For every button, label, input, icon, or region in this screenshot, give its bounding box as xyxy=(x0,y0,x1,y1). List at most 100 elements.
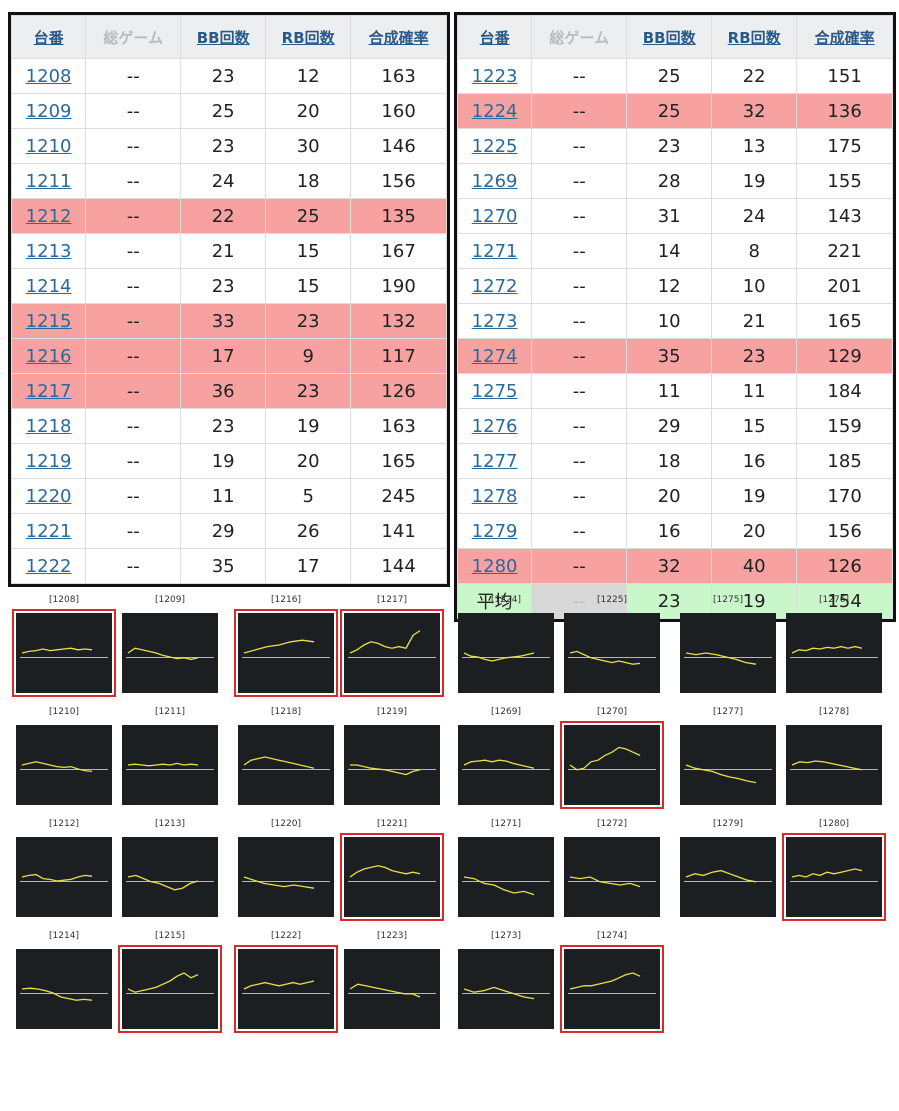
graph-thumbnail[interactable]: [1219] xyxy=(340,707,444,809)
machine-number-link[interactable]: 1209 xyxy=(10,93,87,129)
graph-thumbnail[interactable]: [1277] xyxy=(676,707,780,809)
graph-thumbnail[interactable]: [1279] xyxy=(676,819,780,921)
graph-thumbnail[interactable]: [1212] xyxy=(12,819,116,921)
graph-thumbnail[interactable]: [1278] xyxy=(782,707,886,809)
machine-link[interactable]: 1218 xyxy=(25,415,72,437)
machine-number-link[interactable]: 1217 xyxy=(10,373,87,409)
col-machine[interactable]: 台番 xyxy=(10,15,87,59)
col-rate[interactable]: 合成確率 xyxy=(796,15,893,59)
machine-number-link[interactable]: 1271 xyxy=(456,233,533,269)
table-body-right: 1223 -- 25 22 151 1224 -- 25 32 136 1225 -- 23 13 175 1… xyxy=(456,58,893,584)
machine-link[interactable]: 1214 xyxy=(25,275,72,297)
col-rb[interactable]: RB回数 xyxy=(265,15,352,59)
machine-link[interactable]: 1208 xyxy=(25,65,72,87)
graph-thumbnail[interactable]: [1270] xyxy=(560,707,664,809)
machine-number-link[interactable]: 1219 xyxy=(10,443,87,479)
machine-number-link[interactable]: 1216 xyxy=(10,338,87,374)
machine-link[interactable]: 1210 xyxy=(25,135,72,157)
graph-thumbnail[interactable]: [1218] xyxy=(234,707,338,809)
machine-number-link[interactable]: 1213 xyxy=(10,233,87,269)
graph-thumbnail[interactable]: [1221] xyxy=(340,819,444,921)
machine-link[interactable]: 1216 xyxy=(25,345,72,367)
graph-thumbnail[interactable]: [1271] xyxy=(454,819,558,921)
machine-number-link[interactable]: 1220 xyxy=(10,478,87,514)
graph-thumbnail[interactable]: [1225] xyxy=(560,595,664,697)
machine-number-link[interactable]: 1270 xyxy=(456,198,533,234)
machine-number-link[interactable]: 1225 xyxy=(456,128,533,164)
graph-thumbnail[interactable]: [1275] xyxy=(676,595,780,697)
graph-thumbnail[interactable]: [1280] xyxy=(782,819,886,921)
machine-link[interactable]: 1274 xyxy=(471,345,518,367)
machine-number-link[interactable]: 1276 xyxy=(456,408,533,444)
graph-thumbnail[interactable]: [1220] xyxy=(234,819,338,921)
col-rate[interactable]: 合成確率 xyxy=(350,15,447,59)
machine-number-link[interactable]: 1224 xyxy=(456,93,533,129)
machine-number-link[interactable]: 1208 xyxy=(10,58,87,94)
graph-thumbnail[interactable]: [1213] xyxy=(118,819,222,921)
machine-number-link[interactable]: 1280 xyxy=(456,548,533,584)
machine-link[interactable]: 1280 xyxy=(471,555,518,577)
machine-link[interactable]: 1276 xyxy=(471,415,518,437)
machine-number-link[interactable]: 1273 xyxy=(456,303,533,339)
machine-number-link[interactable]: 1212 xyxy=(10,198,87,234)
graph-thumbnail[interactable]: [1217] xyxy=(340,595,444,697)
col-rb[interactable]: RB回数 xyxy=(711,15,798,59)
machine-link[interactable]: 1273 xyxy=(471,310,518,332)
graph-thumbnail[interactable]: [1214] xyxy=(12,931,116,1033)
machine-link[interactable]: 1277 xyxy=(471,450,518,472)
machine-link[interactable]: 1211 xyxy=(25,170,72,192)
machine-link[interactable]: 1278 xyxy=(471,485,518,507)
graph-thumbnail[interactable]: [1211] xyxy=(118,707,222,809)
machine-number-link[interactable]: 1211 xyxy=(10,163,87,199)
machine-number-link[interactable]: 1223 xyxy=(456,58,533,94)
graph-thumbnail[interactable]: [1274] xyxy=(560,931,664,1033)
machine-link[interactable]: 1271 xyxy=(471,240,518,262)
machine-link[interactable]: 1219 xyxy=(25,450,72,472)
graph-thumbnail[interactable]: [1269] xyxy=(454,707,558,809)
machine-number-link[interactable]: 1269 xyxy=(456,163,533,199)
machine-number-link[interactable]: 1275 xyxy=(456,373,533,409)
machine-link[interactable]: 1215 xyxy=(25,310,72,332)
graph-thumbnail[interactable]: [1273] xyxy=(454,931,558,1033)
machine-number-link[interactable]: 1274 xyxy=(456,338,533,374)
machine-number-link[interactable]: 1214 xyxy=(10,268,87,304)
machine-link[interactable]: 1272 xyxy=(471,275,518,297)
machine-link[interactable]: 1270 xyxy=(471,205,518,227)
graph-thumbnail[interactable]: [1210] xyxy=(12,707,116,809)
machine-link[interactable]: 1222 xyxy=(25,555,72,577)
rb-count-cell: 23 xyxy=(711,338,798,374)
graph-thumbnail[interactable]: [1224] xyxy=(454,595,558,697)
graph-thumbnail[interactable]: [1222] xyxy=(234,931,338,1033)
machine-link[interactable]: 1223 xyxy=(471,65,518,87)
graph-thumbnail[interactable]: [1272] xyxy=(560,819,664,921)
machine-link[interactable]: 1212 xyxy=(25,205,72,227)
graph-thumbnail[interactable]: [1223] xyxy=(340,931,444,1033)
machine-link[interactable]: 1220 xyxy=(25,485,72,507)
graph-thumbnail[interactable]: [1215] xyxy=(118,931,222,1033)
graph-thumbnail[interactable]: [1276] xyxy=(782,595,886,697)
machine-number-link[interactable]: 1215 xyxy=(10,303,87,339)
machine-link[interactable]: 1275 xyxy=(471,380,518,402)
col-machine[interactable]: 台番 xyxy=(456,15,533,59)
col-bb[interactable]: BB回数 xyxy=(626,15,713,59)
machine-link[interactable]: 1224 xyxy=(471,100,518,122)
graph-thumbnail[interactable]: [1216] xyxy=(234,595,338,697)
machine-number-link[interactable]: 1218 xyxy=(10,408,87,444)
graph-thumbnail[interactable]: [1209] xyxy=(118,595,222,697)
machine-link[interactable]: 1213 xyxy=(25,240,72,262)
graph-thumbnail[interactable]: [1208] xyxy=(12,595,116,697)
machine-number-link[interactable]: 1272 xyxy=(456,268,533,304)
machine-number-link[interactable]: 1278 xyxy=(456,478,533,514)
machine-link[interactable]: 1209 xyxy=(25,100,72,122)
machine-number-link[interactable]: 1221 xyxy=(10,513,87,549)
machine-link[interactable]: 1279 xyxy=(471,520,518,542)
machine-number-link[interactable]: 1279 xyxy=(456,513,533,549)
col-bb[interactable]: BB回数 xyxy=(180,15,267,59)
machine-link[interactable]: 1217 xyxy=(25,380,72,402)
machine-number-link[interactable]: 1210 xyxy=(10,128,87,164)
machine-link[interactable]: 1225 xyxy=(471,135,518,157)
machine-link[interactable]: 1221 xyxy=(25,520,72,542)
machine-link[interactable]: 1269 xyxy=(471,170,518,192)
machine-number-link[interactable]: 1222 xyxy=(10,548,87,584)
machine-number-link[interactable]: 1277 xyxy=(456,443,533,479)
